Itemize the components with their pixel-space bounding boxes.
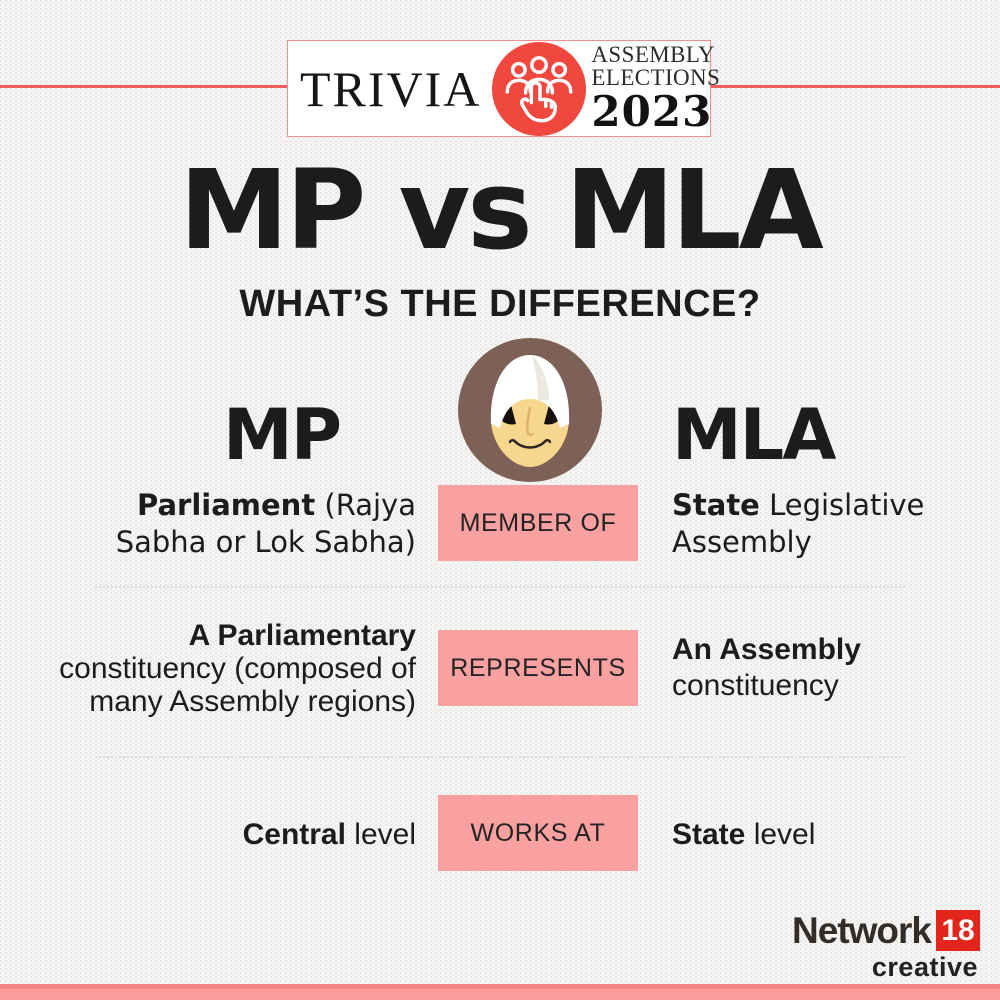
pill-member-of: MEMBER OF: [438, 485, 638, 561]
row-divider: [95, 586, 905, 588]
voting-crowd-icon: [491, 41, 587, 137]
year-label: 2023: [591, 87, 713, 136]
mla-column-header: MLA: [672, 394, 836, 476]
network18-logo-top: Network 18: [792, 910, 980, 951]
assembly-label: ASSEMBLY: [591, 42, 716, 67]
mp-cell-works-at: Central level: [242, 818, 416, 851]
trivia-badge: TRIVIA ASSEMBLY ELECTI: [287, 40, 720, 137]
trivia-label: TRIVIA: [300, 60, 482, 117]
mla-cell-member-of: State Legislative Assembly: [672, 488, 925, 559]
mla-cell-works-at: State level: [672, 818, 816, 851]
mp-cell-represents: A Parliamentary constituency (composed o…: [59, 619, 416, 718]
mp-cell-member-of: Parliament (Rajya Sabha or Lok Sabha): [115, 488, 416, 559]
politician-avatar-icon: [458, 338, 602, 482]
badge-text: ASSEMBLY ELECTIONS 2023: [591, 43, 720, 134]
footer-accent-bar: [0, 984, 1000, 1000]
elections-label: ELECTIONS: [591, 65, 721, 90]
pill-represents: REPRESENTS: [438, 630, 638, 706]
brand-name-text: Network: [792, 909, 932, 951]
page-title: MP vs MLA: [179, 146, 824, 274]
row-divider: [95, 756, 905, 758]
brand-sub-text: creative: [871, 952, 978, 982]
brand-18-box: 18: [936, 910, 980, 951]
page-subtitle: WHAT’S THE DIFFERENCE?: [239, 283, 761, 325]
mp-column-header: MP: [223, 394, 342, 476]
network18-logo: Network 18 creative: [792, 910, 980, 982]
mla-cell-represents: An Assembly constituency: [672, 633, 861, 702]
pill-works-at: WORKS AT: [438, 795, 638, 871]
